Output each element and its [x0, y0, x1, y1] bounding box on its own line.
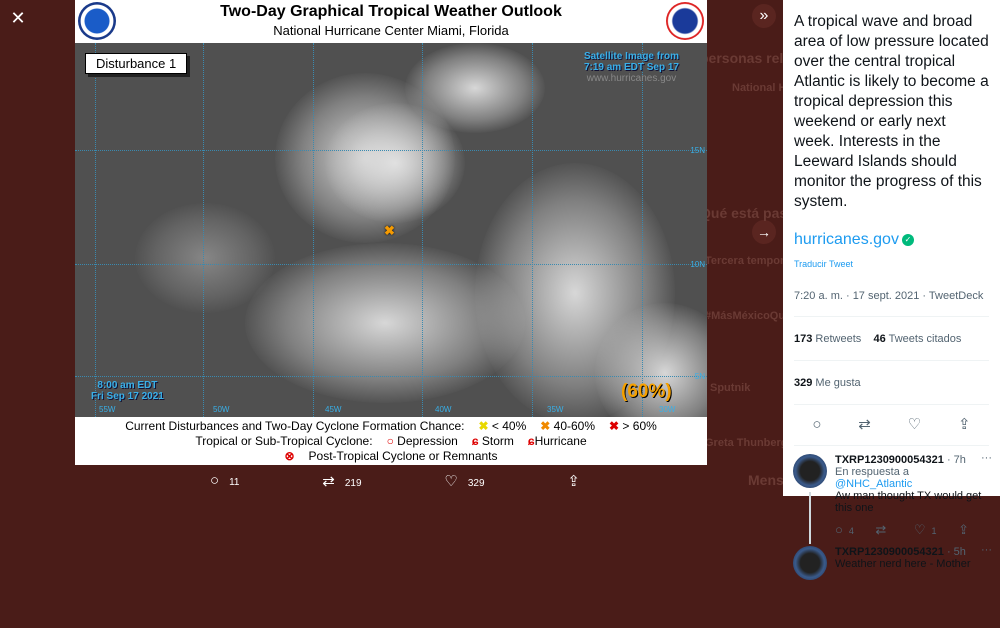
bg-text: Greta Thunberg: [705, 437, 788, 449]
lat-label: 10N: [690, 260, 705, 269]
share-button[interactable]: ⇪: [567, 472, 590, 490]
more-icon[interactable]: ···: [981, 544, 992, 556]
formation-chance: (60%): [621, 381, 672, 402]
lat-label: 15N: [690, 146, 705, 155]
lon-label: 35W: [547, 405, 564, 414]
depression-icon: ○: [386, 434, 394, 448]
like-button[interactable]: ♡ 329: [444, 473, 485, 490]
retweet-stats: 173 Retweets 46 Tweets citados: [794, 317, 989, 361]
high-chance-x-icon: ✖: [609, 419, 620, 433]
mention-link[interactable]: @NHC_Atlantic: [835, 478, 913, 490]
avatar[interactable]: [793, 454, 827, 488]
tweet-media-image: Two-Day Graphical Tropical Weather Outlo…: [75, 0, 707, 465]
retweet-icon: ⇄: [322, 473, 335, 490]
image-header: Two-Day Graphical Tropical Weather Outlo…: [75, 0, 707, 43]
retweet-icon[interactable]: ⇄: [858, 416, 871, 433]
lon-label: 45W: [325, 405, 342, 414]
reply-icon: ○: [210, 472, 220, 489]
tweet-link[interactable]: hurricanes.gov: [794, 231, 899, 248]
bg-text: Sputnik: [710, 382, 751, 394]
expand-panel-icon[interactable]: »: [752, 4, 776, 28]
verified-icon: ✓: [901, 234, 914, 246]
lon-label: 50W: [213, 405, 230, 414]
translate-link[interactable]: Traducir Tweet: [794, 259, 854, 269]
lon-label: 30W: [659, 405, 676, 414]
hurricane-icon: ɕ: [527, 434, 535, 448]
lon-label: 55W: [99, 405, 116, 414]
tweet-timestamp[interactable]: 7:20 a. m. · 17 sept. 2021 · TweetDeck: [794, 286, 989, 317]
map-legend: Current Disturbances and Two-Day Cyclone…: [125, 419, 657, 463]
heart-icon[interactable]: ♡: [907, 416, 922, 433]
satellite-map: Disturbance 1 Satellite Image from 7:19 a…: [75, 43, 707, 417]
bg-text: National H: [732, 82, 787, 94]
reply-text: Weather nerd here - Mother: [835, 558, 971, 570]
disturbance-x-marker-icon: ✖: [384, 223, 395, 238]
tweet-text: A tropical wave and broad area of low pr…: [794, 13, 989, 210]
image-title: Two-Day Graphical Tropical Weather Outlo…: [220, 3, 562, 20]
reply-text: Aw man thought TX would get this one: [835, 490, 982, 514]
avatar[interactable]: [793, 546, 827, 580]
low-chance-x-icon: ✖: [478, 419, 489, 433]
media-action-bar: ○ 11 ⇄ 219 ♡ 329 ⇪: [210, 472, 590, 490]
reply-button[interactable]: ○ 11: [210, 472, 240, 489]
noaa-logo: [78, 2, 116, 40]
image-subtitle: National Hurricane Center Miami, Florida: [273, 23, 509, 38]
image-date: 8:00 am EDT Fri Sep 17 2021: [91, 380, 164, 402]
next-arrow-icon[interactable]: →: [752, 220, 776, 244]
bg-text: Tercera temporada: [705, 255, 804, 267]
retweet-button[interactable]: ⇄ 219: [322, 473, 362, 490]
reply-button[interactable]: ○ 4: [835, 522, 854, 537]
share-button[interactable]: ⇪: [958, 522, 969, 537]
storm-icon: ɕ: [471, 434, 479, 448]
tweet-panel: A tropical wave and broad area of low pr…: [783, 0, 1000, 580]
lat-label: 5N: [694, 372, 705, 381]
lon-label: 40W: [435, 405, 452, 414]
satellite-info: Satellite Image from 7:19 am EDT Sep 17 ww…: [583, 51, 679, 84]
like-button[interactable]: ♡ 1: [913, 522, 937, 537]
reply-username[interactable]: TXRP1230900054321: [835, 454, 944, 466]
retweet-button[interactable]: ⇄: [875, 522, 887, 537]
share-icon[interactable]: ⇪: [957, 416, 971, 433]
reply-icon[interactable]: ○: [812, 416, 822, 433]
bg-text: #MásMéxicoQue: [705, 310, 792, 322]
mid-chance-x-icon: ✖: [540, 419, 551, 433]
share-icon: ⇪: [567, 473, 580, 490]
disturbance-label: Disturbance 1: [85, 53, 188, 74]
heart-icon: ♡: [444, 473, 458, 490]
reply-tweet[interactable]: TXRP1230900054321 · 5h ··· Weather nerd …: [783, 538, 1000, 628]
close-icon[interactable]: ✕: [10, 8, 26, 28]
nws-logo: [666, 2, 704, 40]
post-tropical-icon: ⊗: [284, 449, 295, 463]
reply-username[interactable]: TXRP1230900054321: [835, 546, 944, 558]
more-icon[interactable]: ···: [981, 452, 992, 464]
reply-tweet[interactable]: TXRP1230900054321 · 7h ··· En respuesta …: [783, 446, 1000, 544]
tweet-actions: ○ ⇄ ♡ ⇪: [794, 405, 989, 446]
like-stats[interactable]: 329 Me gusta: [794, 361, 989, 405]
